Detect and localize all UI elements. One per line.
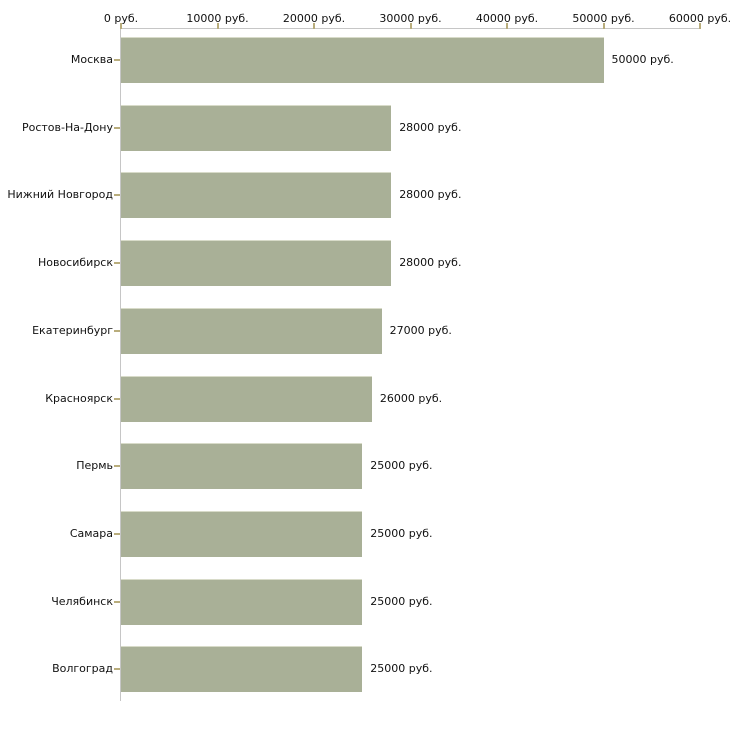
y-axis-tick — [114, 397, 120, 400]
value-label: 25000 руб. — [370, 594, 433, 608]
x-axis-tick — [313, 23, 315, 29]
category-label: Челябинск — [51, 594, 113, 608]
y-axis-tick — [114, 126, 120, 129]
value-label: 50000 руб. — [611, 53, 674, 66]
category-label: Красноярск — [45, 391, 113, 405]
x-axis-tick — [120, 23, 122, 29]
y-axis-tick — [114, 600, 120, 603]
x-axis-tick-label: 60000 руб. — [668, 12, 730, 25]
value-label: 27000 руб. — [389, 323, 452, 337]
category-label: Ростов-На-Дону — [21, 120, 113, 134]
category-label: Москва — [70, 53, 113, 66]
value-label: 25000 руб. — [370, 459, 433, 473]
bar — [121, 37, 604, 83]
y-axis-tick — [114, 465, 120, 468]
bar — [121, 240, 392, 287]
category-label: Екатеринбург — [32, 323, 113, 337]
x-axis-tick — [699, 23, 701, 29]
y-axis-tick — [114, 329, 120, 332]
bar — [121, 510, 363, 557]
bar — [121, 375, 372, 422]
x-axis-tick-label: 30000 руб. — [379, 12, 442, 25]
y-axis-tick — [114, 668, 120, 671]
value-label: 28000 руб. — [399, 188, 462, 202]
bar — [121, 104, 392, 151]
category-label: Новосибирск — [37, 256, 113, 270]
value-label: 26000 руб. — [379, 391, 443, 405]
x-axis-tick-label: 0 руб. — [103, 12, 139, 25]
y-axis-tick — [114, 59, 120, 61]
bar — [121, 646, 363, 693]
bar — [121, 172, 392, 219]
y-axis-tick — [114, 194, 120, 197]
y-axis-tick — [114, 262, 120, 265]
y-axis-tick — [114, 532, 120, 535]
bar — [121, 307, 382, 354]
x-axis-tick — [216, 23, 219, 29]
value-label: 25000 руб. — [370, 662, 433, 676]
y-axis-line — [120, 28, 121, 701]
bar — [121, 443, 363, 490]
category-label: Нижний Новгород — [7, 188, 113, 202]
value-label: 28000 руб. — [399, 120, 462, 134]
x-axis-tick-label: 50000 руб. — [572, 12, 635, 25]
bar — [121, 578, 363, 625]
x-axis-tick-label: 10000 руб. — [186, 12, 249, 25]
value-label: 28000 руб. — [399, 256, 462, 270]
x-axis-tick — [409, 23, 412, 29]
x-axis-tick — [506, 23, 508, 29]
value-label: 25000 руб. — [370, 526, 433, 540]
x-axis-tick — [602, 23, 605, 29]
category-label: Самара — [69, 526, 113, 540]
category-label: Пермь — [76, 459, 113, 473]
x-axis-tick-label: 40000 руб. — [475, 12, 539, 25]
category-label: Волгоград — [52, 662, 113, 676]
x-axis-tick-label: 20000 руб. — [282, 12, 346, 25]
